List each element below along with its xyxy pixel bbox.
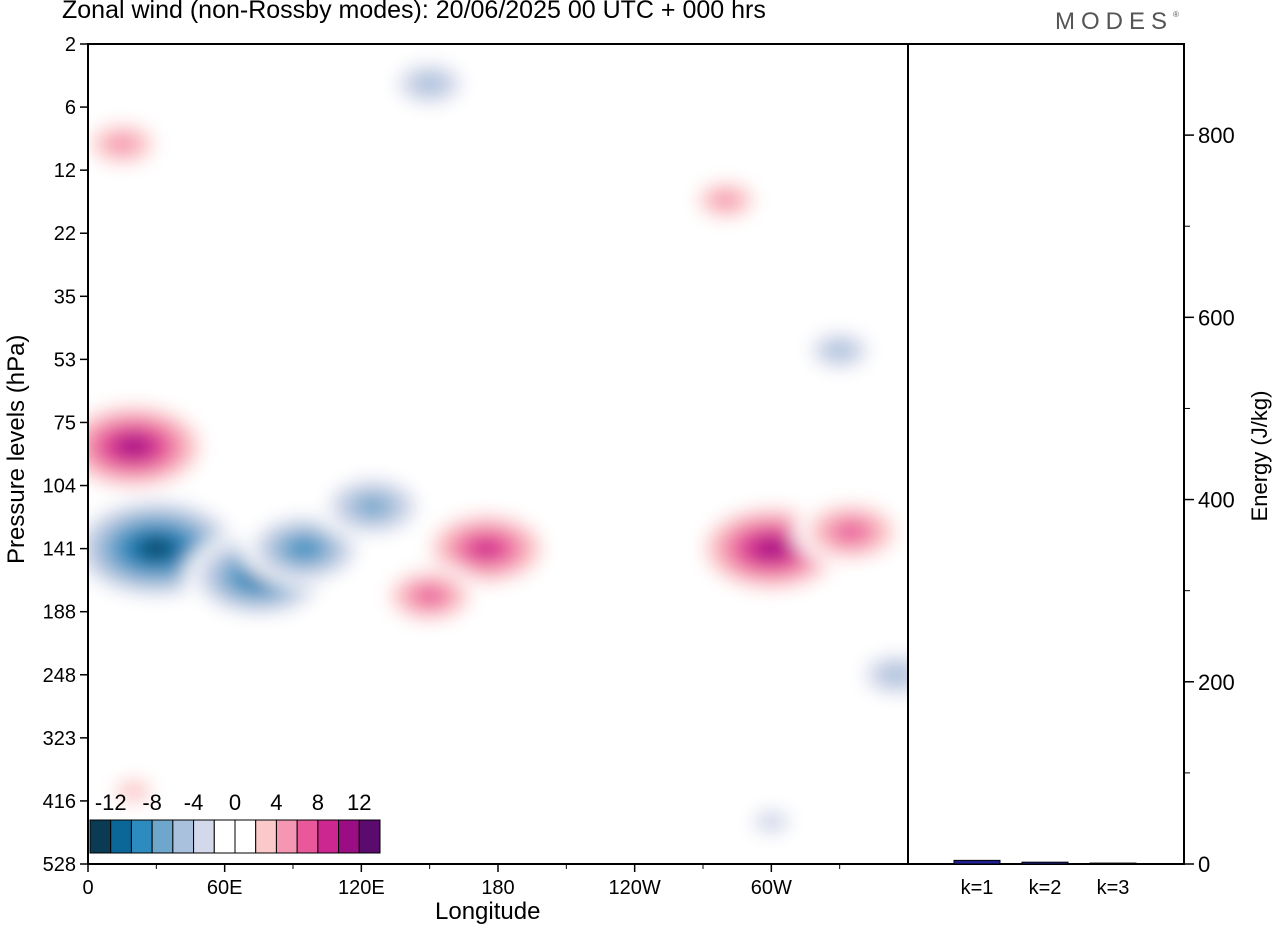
energy-bar (1089, 862, 1137, 865)
colorbar-swatch (172, 819, 195, 854)
colorbar-swatch (338, 819, 360, 854)
colorbar-label: -12 (95, 790, 127, 815)
colorbar-swatch (317, 819, 340, 854)
x-tick-label: 60E (207, 877, 243, 899)
energy-bar-label: k=1 (961, 877, 994, 899)
tick-labels: 0 60E 120E 180 120W 60W 2 6 12 22 35 53 75 104 141 188 2… (43, 34, 841, 899)
contour-band (472, 540, 501, 558)
contour-band (880, 665, 908, 685)
energy-tick-label: 200 (1198, 670, 1235, 695)
energy-tick-label: 600 (1198, 305, 1235, 330)
brand-logo: MODES® (1055, 8, 1179, 36)
x-tick-label: 0 (82, 877, 93, 899)
x-tick-label: 120W (609, 877, 661, 899)
contour-band (753, 810, 790, 834)
contour-feature (314, 470, 431, 542)
contour-feature (735, 798, 808, 845)
contour-band (115, 779, 152, 803)
colorbar-label: 12 (347, 790, 371, 815)
contour-band (120, 438, 147, 455)
contour-feature (88, 114, 170, 174)
energy-tick-label: 800 (1198, 123, 1235, 148)
energy-axis-label: Energy (J/kg) (1247, 390, 1272, 522)
y-tick-label: 528 (43, 854, 76, 876)
x-axis-label: Longitude (435, 898, 541, 925)
brand-text: MODES (1055, 8, 1174, 35)
colorbar-swatch (255, 819, 277, 854)
y-tick-label: 104 (43, 476, 76, 498)
colorbar-swatch (130, 819, 153, 854)
energy-bars: 0 200 400 600 800 k=1 k=2 k=3 (953, 123, 1235, 899)
energy-bar-label: k=2 (1029, 877, 1062, 899)
contour-band (825, 341, 854, 360)
contour-band (758, 540, 785, 557)
chart-title: Zonal wind (non-Rossby modes): 20/06/202… (62, 0, 766, 24)
y-tick-label: 323 (43, 728, 76, 750)
contour-band (416, 587, 443, 605)
y-tick-label: 6 (65, 97, 76, 119)
contour-feature (240, 509, 368, 588)
colorbar-swatch (110, 819, 132, 854)
contour-feature (684, 174, 768, 227)
colorbar-label: 4 (270, 790, 282, 815)
contour-band (711, 191, 740, 209)
energy-bar (1021, 861, 1069, 865)
y-tick-label: 141 (43, 539, 76, 561)
y-tick-label: 416 (43, 791, 76, 813)
energy-bar (953, 859, 1001, 865)
y-tick-label: 53 (54, 349, 76, 371)
axes (87, 43, 1185, 865)
x-tick-label: 60W (751, 877, 792, 899)
contour-band (106, 134, 138, 154)
contour-band (291, 540, 318, 557)
colorbar-label: -4 (184, 790, 204, 815)
colorbar-swatch (234, 819, 257, 854)
y-tick-label: 2 (65, 34, 76, 56)
colorbar-swatch (358, 819, 381, 854)
colorbar-label: 0 (229, 790, 241, 815)
plot-frame (87, 43, 1185, 865)
colorbar-swatch (275, 819, 298, 854)
y-tick-label: 35 (54, 286, 76, 308)
x-tick-label: 180 (481, 877, 514, 899)
y-axis-label: Pressure levels (hPa) (3, 334, 30, 564)
contour-feature (849, 645, 908, 704)
contour-band (414, 74, 446, 94)
contour-feature (88, 398, 214, 495)
colorbar-swatch (296, 819, 319, 854)
contour-band (143, 540, 170, 557)
colorbar-label: -8 (142, 790, 162, 815)
y-tick-label: 22 (54, 223, 76, 245)
colorbar-swatch (193, 819, 215, 854)
colorbar-swatch (89, 819, 112, 854)
energy-bar-label: k=3 (1097, 877, 1130, 899)
contour-feature (97, 768, 170, 814)
energy-tick-label: 0 (1198, 852, 1210, 877)
contour-feature (798, 324, 882, 377)
colorbar-swatch (213, 819, 236, 854)
colorbar: -12 -8 -4 0 4 8 12 (89, 790, 381, 854)
contour-band (836, 522, 866, 541)
contour-field (88, 54, 908, 845)
y-tick-label: 248 (43, 665, 76, 687)
energy-tick-label: 400 (1198, 488, 1235, 513)
colorbar-label: 8 (312, 790, 324, 815)
contour-feature (382, 54, 477, 113)
contour-feature (377, 563, 483, 629)
y-tick-label: 188 (43, 602, 76, 624)
contour-feature (793, 496, 908, 568)
y-tick-label: 12 (54, 160, 76, 182)
y-tick-label: 75 (54, 412, 76, 434)
contour-band (358, 497, 388, 516)
colorbar-swatch (151, 819, 174, 854)
x-tick-label: 120E (338, 877, 385, 899)
brand-mark: ® (1173, 10, 1179, 19)
